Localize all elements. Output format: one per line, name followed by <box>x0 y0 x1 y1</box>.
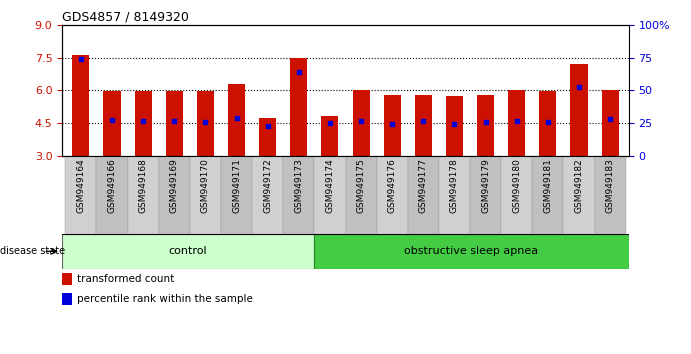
Bar <box>321 116 339 156</box>
Text: GSM949178: GSM949178 <box>450 158 459 213</box>
Bar <box>508 90 525 156</box>
Bar <box>314 234 629 269</box>
Text: transformed count: transformed count <box>77 274 175 284</box>
Bar <box>62 293 73 305</box>
Bar <box>283 156 314 234</box>
Bar <box>159 156 190 234</box>
Bar <box>539 91 556 156</box>
Bar <box>408 156 439 234</box>
Bar <box>197 91 214 156</box>
Text: GSM949166: GSM949166 <box>108 158 117 213</box>
Bar <box>290 57 307 156</box>
Text: GSM949183: GSM949183 <box>605 158 614 213</box>
Text: GSM949179: GSM949179 <box>481 158 490 213</box>
Bar <box>346 156 377 234</box>
Text: GSM949181: GSM949181 <box>543 158 552 213</box>
Bar <box>62 234 314 269</box>
Text: GSM949171: GSM949171 <box>232 158 241 213</box>
Bar <box>571 64 587 156</box>
Bar <box>384 95 401 156</box>
Bar <box>377 156 408 234</box>
Bar <box>439 156 470 234</box>
Bar <box>66 156 97 234</box>
Bar <box>470 156 501 234</box>
Bar <box>221 156 252 234</box>
Text: GSM949164: GSM949164 <box>77 158 86 213</box>
Bar <box>352 90 370 156</box>
Text: GSM949172: GSM949172 <box>263 158 272 213</box>
Bar <box>563 156 594 234</box>
Text: GSM949168: GSM949168 <box>139 158 148 213</box>
Text: control: control <box>169 246 207 256</box>
Bar <box>501 156 532 234</box>
Bar <box>532 156 563 234</box>
Bar <box>477 95 494 156</box>
Bar <box>259 118 276 156</box>
Bar <box>252 156 283 234</box>
Bar <box>97 156 128 234</box>
Bar <box>62 273 73 285</box>
Text: disease state: disease state <box>0 246 65 256</box>
Bar <box>190 156 221 234</box>
Text: GSM949176: GSM949176 <box>388 158 397 213</box>
Text: GSM949173: GSM949173 <box>294 158 303 213</box>
Bar <box>314 156 346 234</box>
Text: GSM949170: GSM949170 <box>201 158 210 213</box>
Bar <box>73 55 89 156</box>
Bar <box>135 91 152 156</box>
Bar <box>602 90 618 156</box>
Bar <box>166 91 183 156</box>
Bar <box>446 96 463 156</box>
Text: obstructive sleep apnea: obstructive sleep apnea <box>404 246 538 256</box>
Text: GSM949169: GSM949169 <box>170 158 179 213</box>
Text: GDS4857 / 8149320: GDS4857 / 8149320 <box>62 11 189 24</box>
Bar <box>415 95 432 156</box>
Bar <box>104 91 120 156</box>
Text: GSM949175: GSM949175 <box>357 158 366 213</box>
Text: GSM949174: GSM949174 <box>325 158 334 213</box>
Bar <box>594 156 625 234</box>
Text: GSM949182: GSM949182 <box>574 158 583 213</box>
Text: GSM949177: GSM949177 <box>419 158 428 213</box>
Bar <box>128 156 159 234</box>
Text: GSM949180: GSM949180 <box>512 158 521 213</box>
Bar <box>228 84 245 156</box>
Text: percentile rank within the sample: percentile rank within the sample <box>77 294 254 304</box>
